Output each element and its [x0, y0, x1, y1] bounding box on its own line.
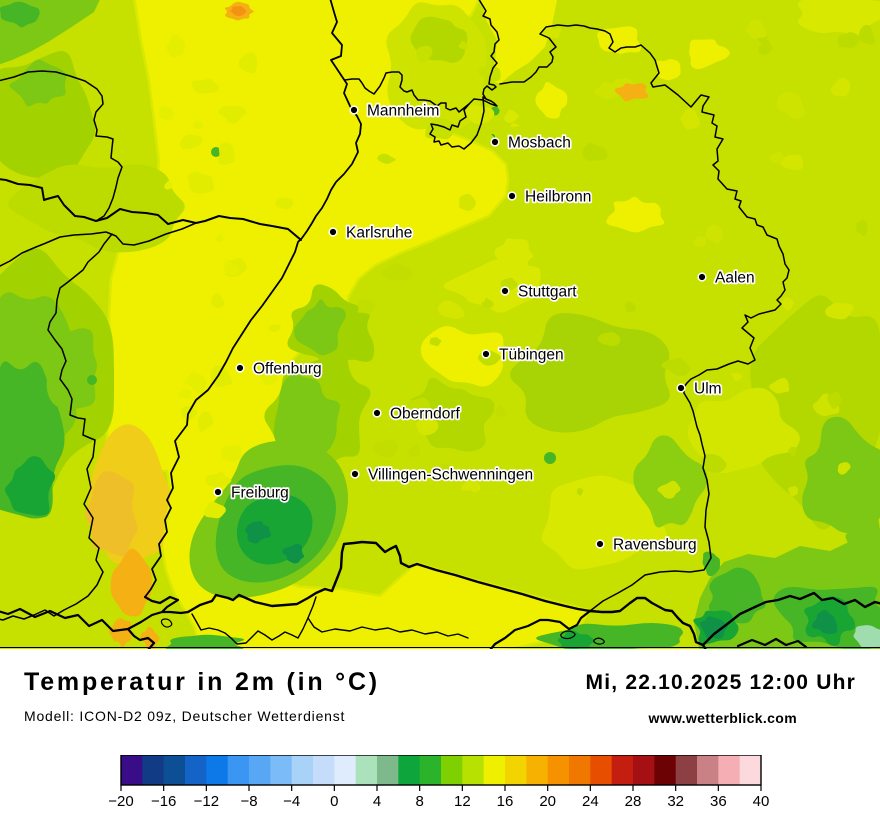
svg-text:Stuttgart: Stuttgart — [518, 284, 577, 301]
svg-text:Aalen: Aalen — [715, 270, 755, 287]
svg-text:Mosbach: Mosbach — [508, 135, 571, 152]
svg-text:Freiburg: Freiburg — [231, 485, 289, 502]
svg-text:Mannheim: Mannheim — [367, 103, 439, 120]
svg-text:Ravensburg: Ravensburg — [613, 537, 697, 554]
svg-text:36: 36 — [710, 793, 727, 810]
svg-text:−4: −4 — [283, 793, 300, 810]
svg-text:Oberndorf: Oberndorf — [390, 406, 460, 423]
svg-text:Offenburg: Offenburg — [253, 361, 322, 378]
svg-text:Tübingen: Tübingen — [499, 347, 564, 364]
svg-text:0: 0 — [330, 793, 338, 810]
svg-text:40: 40 — [753, 793, 770, 810]
svg-text:Heilbronn: Heilbronn — [525, 189, 591, 206]
svg-text:20: 20 — [539, 793, 556, 810]
svg-text:12: 12 — [454, 793, 471, 810]
svg-text:−20: −20 — [108, 793, 133, 810]
svg-text:4: 4 — [373, 793, 381, 810]
svg-text:Villingen-Schwenningen: Villingen-Schwenningen — [368, 467, 533, 484]
svg-text:Ulm: Ulm — [694, 381, 722, 398]
svg-text:8: 8 — [415, 793, 423, 810]
svg-text:24: 24 — [582, 793, 599, 810]
svg-text:−16: −16 — [151, 793, 176, 810]
svg-text:28: 28 — [625, 793, 642, 810]
svg-text:−8: −8 — [240, 793, 257, 810]
svg-text:Karlsruhe: Karlsruhe — [346, 225, 412, 242]
svg-text:32: 32 — [667, 793, 684, 810]
svg-text:16: 16 — [497, 793, 514, 810]
svg-text:−12: −12 — [194, 793, 219, 810]
